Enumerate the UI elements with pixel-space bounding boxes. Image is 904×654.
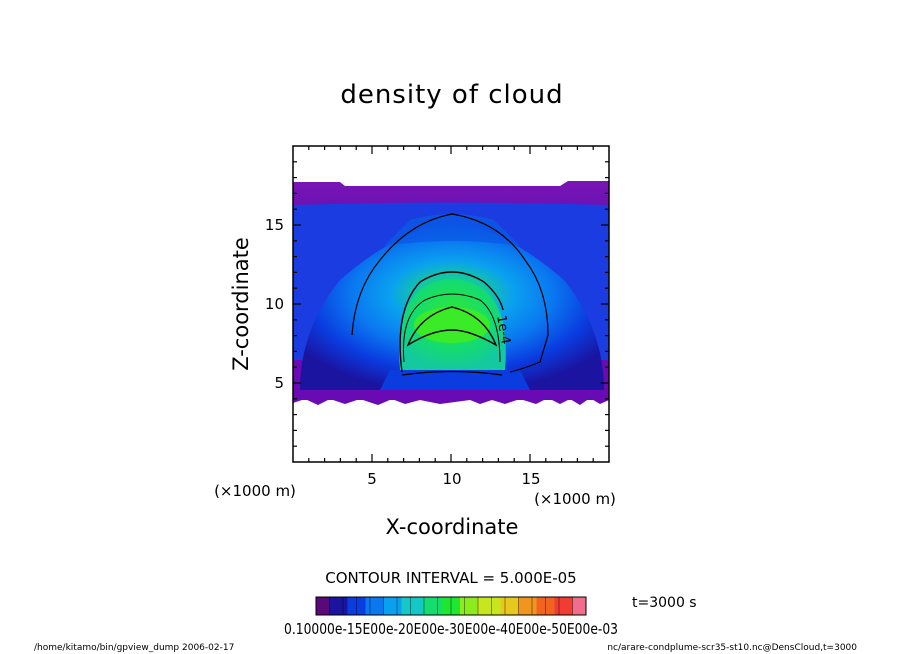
colorbar-swatch (338, 597, 344, 615)
y-tick-label: 10 (265, 295, 284, 313)
colorbar-swatch (500, 597, 506, 615)
colorbar-swatch (563, 597, 569, 615)
colorbar-swatch (491, 597, 497, 615)
colorbar-swatch (455, 597, 461, 615)
colorbar-swatch (550, 597, 555, 615)
colorbar-swatch (334, 597, 339, 615)
colorbar-swatch (446, 597, 452, 615)
contour-lines (351, 213, 549, 376)
colorbar-swatch (568, 597, 573, 615)
colorbar-swatch (370, 597, 375, 615)
x-tick-label: 5 (367, 470, 377, 488)
colorbar-swatch (329, 597, 335, 615)
colorbar-swatch (401, 597, 407, 615)
colorbar-swatch (518, 597, 524, 615)
colorbar-swatch (410, 597, 416, 615)
colorbar-labels: 0.10000e-15E00e-20E00e-30E00e-40E00e-50E… (284, 620, 618, 638)
x-unit-label: (×1000 m) (534, 490, 616, 508)
colorbar-swatch (392, 597, 398, 615)
colorbar-swatch (419, 597, 425, 615)
x-tick-label: 10 (442, 470, 461, 488)
colorbar-swatch (451, 597, 456, 615)
x-tick-label: 15 (521, 470, 540, 488)
colorbar-swatch (478, 597, 483, 615)
colorbar-swatch (437, 597, 443, 615)
colorbar-swatch (509, 597, 515, 615)
colorbar-swatch (365, 597, 371, 615)
contour-outer (351, 213, 549, 373)
axis-ticks (293, 146, 609, 462)
colorbar-swatch (320, 597, 326, 615)
contour-interval: CONTOUR INTERVAL = 5.000E-05 (325, 569, 576, 587)
colorbar (315, 597, 587, 615)
colorbar-swatch (383, 597, 389, 615)
contour-mid (402, 293, 501, 363)
contour-label: 1e-4 (493, 314, 513, 345)
colorbar-swatch (577, 597, 582, 615)
colorbar-swatch (343, 597, 348, 615)
contour-base (401, 370, 503, 376)
colorbar-swatch (473, 597, 479, 615)
core-max (414, 307, 490, 343)
z-unit-label: (×1000 m) (214, 482, 296, 500)
colorbar-swatch (554, 597, 560, 615)
colorbar-swatch (433, 597, 438, 615)
colorbar-swatch (559, 597, 564, 615)
colorbar-swatch (356, 597, 362, 615)
colorbar-swatch (361, 597, 366, 615)
colorbar-swatch (572, 597, 578, 615)
contour-1e-4 (399, 271, 504, 373)
footer-right: nc/arare-condplume-scr35-st10.nc@DensClo… (607, 643, 857, 653)
colorbar-swatch (532, 597, 537, 615)
colorbar-swatch (581, 597, 587, 615)
colorbar-swatch (325, 597, 330, 615)
colorbar-swatch (527, 597, 533, 615)
colorbar-swatch (536, 597, 542, 615)
chart-title: density of cloud (340, 80, 563, 110)
colorbar-swatch (482, 597, 488, 615)
colorbar-swatch (545, 597, 551, 615)
colorbar-swatch (316, 597, 321, 615)
y-axis-title: Z-coordinate (229, 237, 253, 371)
colorbar-swatch (406, 597, 411, 615)
colorbar-swatch (379, 597, 384, 615)
colorbar-swatch (415, 597, 420, 615)
colorbar-swatch (514, 597, 519, 615)
colorbar-frame (315, 596, 587, 616)
colorbar-swatch (496, 597, 501, 615)
cloud-tower (384, 214, 520, 246)
colorbar-swatch (442, 597, 447, 615)
colorbar-swatch (505, 597, 510, 615)
colorbar-swatch (388, 597, 393, 615)
colorbar-swatch (541, 597, 546, 615)
colorbar-swatch (469, 597, 474, 615)
colorbar-swatch (424, 597, 429, 615)
colorbar-swatch (352, 597, 357, 615)
y-tick-label: 5 (274, 374, 284, 392)
colorbar-swatch (523, 597, 528, 615)
cloud-base (380, 370, 530, 390)
colorbar-swatch (487, 597, 492, 615)
footer-left: /home/kitamo/bin/gpview_dump 2006-02-17 (34, 643, 234, 653)
colorbar-swatch (347, 597, 353, 615)
colorbar-swatch (428, 597, 434, 615)
x-axis-title: X-coordinate (386, 515, 519, 539)
colorbar-swatch (397, 597, 402, 615)
contour-inner (406, 306, 498, 347)
colorbar-swatch (374, 597, 380, 615)
colorbar-swatch (460, 597, 465, 615)
y-tick-label: 15 (265, 216, 284, 234)
colorbar-swatch (464, 597, 470, 615)
time-label: t=3000 s (632, 595, 697, 611)
